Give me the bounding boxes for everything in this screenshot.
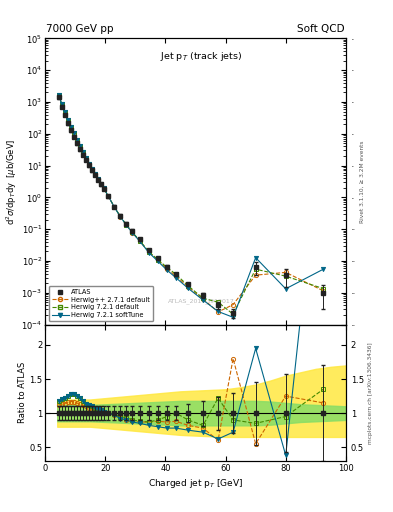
Y-axis label: Rivet 3.1.10, ≥ 3.2M events: Rivet 3.1.10, ≥ 3.2M events (360, 140, 365, 223)
X-axis label: Charged jet p$_{T}$ [GeV]: Charged jet p$_{T}$ [GeV] (148, 477, 243, 490)
Text: 7000 GeV pp: 7000 GeV pp (46, 24, 114, 34)
Y-axis label: mcplots.cern.ch [arXiv:1306.3436]: mcplots.cern.ch [arXiv:1306.3436] (368, 342, 373, 443)
Legend: ATLAS, Herwig++ 2.7.1 default, Herwig 7.2.1 default, Herwig 7.2.1 softTune: ATLAS, Herwig++ 2.7.1 default, Herwig 7.… (48, 286, 153, 321)
Text: Jet p$_{T}$ (track jets): Jet p$_{T}$ (track jets) (160, 50, 243, 63)
Y-axis label: Ratio to ATLAS: Ratio to ATLAS (18, 362, 26, 423)
Text: Soft QCD: Soft QCD (298, 24, 345, 34)
Text: ATLAS_2011_I919017: ATLAS_2011_I919017 (168, 299, 235, 305)
Y-axis label: d$^{2}\sigma$/dp$_{T}$dy  [$\mu$b/GeV]: d$^{2}\sigma$/dp$_{T}$dy [$\mu$b/GeV] (4, 138, 18, 225)
